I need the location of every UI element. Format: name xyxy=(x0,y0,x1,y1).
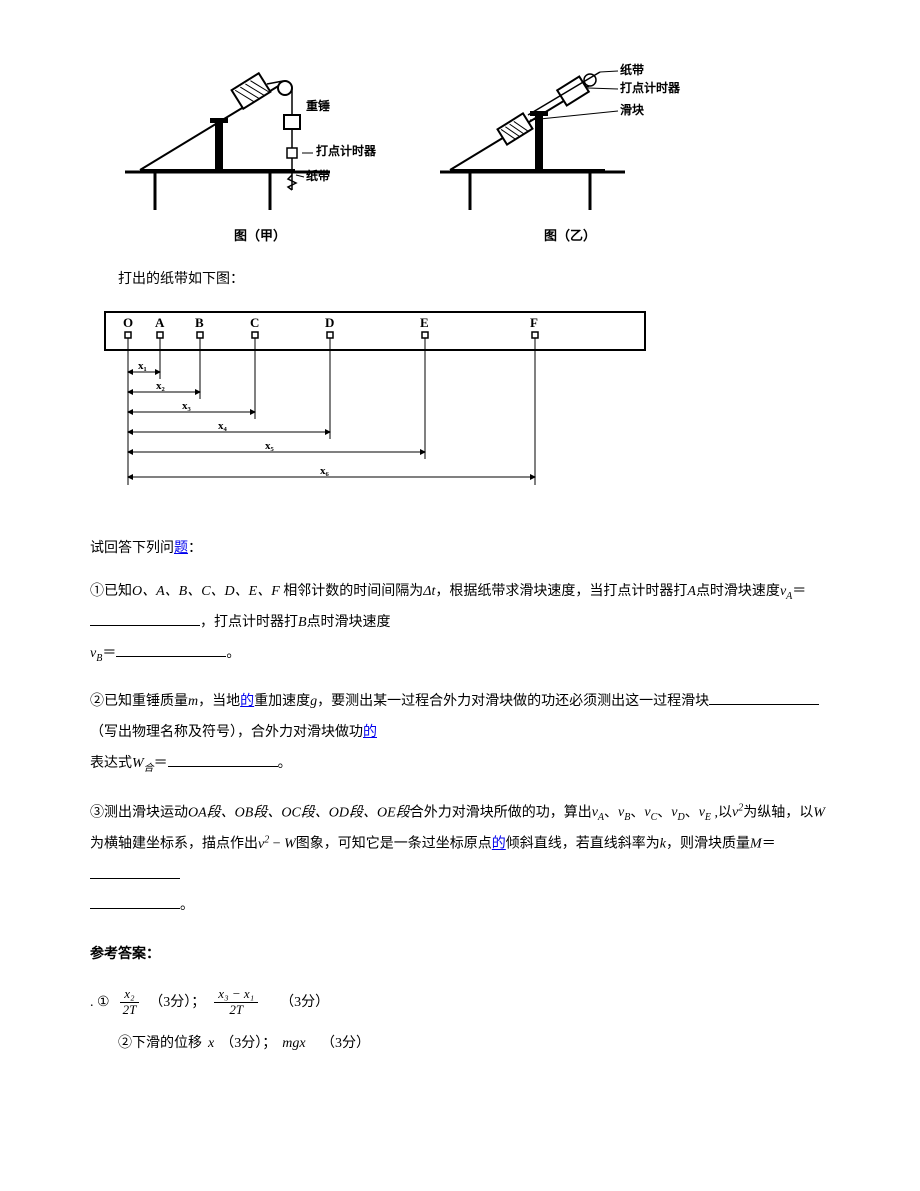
label-timer-right: 打点计时器 xyxy=(620,80,681,95)
svg-text:F: F xyxy=(530,315,538,330)
tape-diagram: O A B C D E F xyxy=(90,307,830,506)
answer-2: ②下滑的位移x （3分）； mgx （3分） xyxy=(90,1031,830,1056)
figure-jia-caption: 图（甲） xyxy=(234,224,286,247)
svg-text:O: O xyxy=(123,315,133,330)
svg-text:E: E xyxy=(420,315,429,330)
svg-text:x₅: x₅ xyxy=(265,440,275,452)
question-1: ①已知O、A、B、C、D、E、F 相邻计数的时间间隔为Δt，根据纸带求滑块速度，… xyxy=(90,577,830,669)
apparatus-left-svg: 重锤 打点计时器 纸带 xyxy=(120,60,400,220)
label-tape-left: 纸带 xyxy=(306,168,330,183)
link-de2[interactable]: 的 xyxy=(363,725,377,740)
blank-w xyxy=(168,753,278,767)
figure-jia: 重锤 打点计时器 纸带 图（甲） xyxy=(120,60,400,247)
answer-1: . ① x₂2T （3分）； x₃ − x₁2T （3分） xyxy=(90,987,830,1017)
svg-text:x₂: x₂ xyxy=(156,380,166,392)
svg-text:x₁: x₁ xyxy=(138,360,147,372)
link-de1[interactable]: 的 xyxy=(240,694,254,709)
figure-yi: 纸带 打点计时器 滑块 图（乙） xyxy=(440,60,700,247)
answers-title: 参考答案： xyxy=(90,942,830,967)
svg-text:B: B xyxy=(195,315,204,330)
svg-text:A: A xyxy=(155,315,165,330)
svg-text:D: D xyxy=(325,315,334,330)
svg-text:C: C xyxy=(250,315,259,330)
link-ti[interactable]: 题 xyxy=(174,541,188,556)
svg-text:x₆: x₆ xyxy=(320,465,330,477)
blank-m xyxy=(90,865,180,879)
svg-text:x₄: x₄ xyxy=(218,420,228,432)
apparatus-figures: 重锤 打点计时器 纸带 图（甲） xyxy=(90,60,830,247)
question-intro: 试回答下列问题： xyxy=(90,536,830,561)
question-3: ③测出滑块运动OA段、OB段、OC段、OD段、OE段合外力对滑块所做的功，算出v… xyxy=(90,798,830,923)
svg-text:x₃: x₃ xyxy=(182,400,192,412)
label-slider: 滑块 xyxy=(620,102,645,117)
label-hammer: 重锤 xyxy=(306,98,330,113)
apparatus-right-svg: 纸带 打点计时器 滑块 xyxy=(440,60,700,220)
tape-intro: 打出的纸带如下图： xyxy=(90,267,830,292)
label-tape-right: 纸带 xyxy=(620,62,644,77)
blank-m2 xyxy=(90,895,180,909)
blank-vb xyxy=(116,643,226,657)
label-timer-left: 打点计时器 xyxy=(316,143,377,158)
figure-yi-caption: 图（乙） xyxy=(544,224,596,247)
blank-va xyxy=(90,612,200,626)
link-de3[interactable]: 的 xyxy=(492,837,506,852)
blank-name xyxy=(709,691,819,705)
question-2: ②已知重锤质量m，当地的重加速度g，要测出某一过程合外力对滑块做的功还必须测出这… xyxy=(90,687,830,779)
